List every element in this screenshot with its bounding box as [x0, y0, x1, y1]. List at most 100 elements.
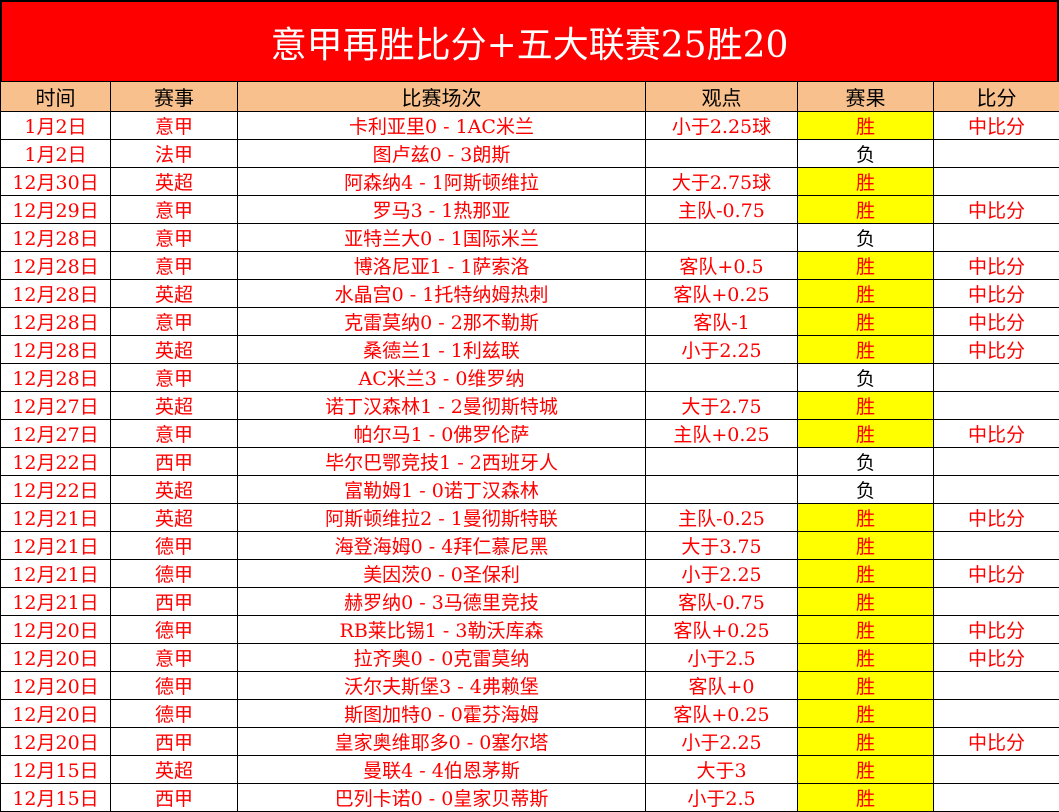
cell-match: 图卢兹0 - 3朗斯 [238, 140, 646, 168]
cell-result: 胜 [798, 644, 934, 672]
cell-prediction: 客队+0.25 [646, 616, 798, 644]
cell-prediction: 客队+0.5 [646, 252, 798, 280]
cell-match: 皇家奥维耶多0 - 0塞尔塔 [238, 728, 646, 756]
cell-result: 胜 [798, 560, 934, 588]
cell-time: 12月15日 [1, 784, 111, 812]
cell-score [934, 700, 1059, 728]
cell-league: 英超 [111, 756, 238, 784]
cell-prediction: 主队-0.25 [646, 504, 798, 532]
header-row: 时间赛事比赛场次观点赛果比分 [1, 82, 1059, 112]
cell-score: 中比分 [934, 252, 1059, 280]
cell-prediction: 大于3 [646, 756, 798, 784]
cell-time: 12月22日 [1, 476, 111, 504]
cell-league: 英超 [111, 392, 238, 420]
cell-score [934, 168, 1059, 196]
cell-score: 中比分 [934, 504, 1059, 532]
cell-result: 胜 [798, 392, 934, 420]
cell-league: 英超 [111, 336, 238, 364]
cell-match: 沃尔夫斯堡3 - 4弗赖堡 [238, 672, 646, 700]
cell-league: 意甲 [111, 308, 238, 336]
cell-prediction: 大于2.75球 [646, 168, 798, 196]
cell-time: 12月28日 [1, 280, 111, 308]
cell-score: 中比分 [934, 420, 1059, 448]
cell-score: 中比分 [934, 616, 1059, 644]
results-table: 时间赛事比赛场次观点赛果比分 1月2日意甲卡利亚里0 - 1AC米兰小于2.25… [0, 81, 1059, 812]
cell-prediction: 主队+0.25 [646, 420, 798, 448]
cell-match: 巴列卡诺0 - 0皇家贝蒂斯 [238, 784, 646, 812]
cell-score [934, 224, 1059, 252]
cell-match: AC米兰3 - 0维罗纳 [238, 364, 646, 392]
cell-league: 英超 [111, 504, 238, 532]
page-title: 意甲再胜比分+五大联赛25胜20 [0, 0, 1059, 81]
cell-match: 桑德兰1 - 1利兹联 [238, 336, 646, 364]
cell-time: 12月28日 [1, 308, 111, 336]
cell-time: 12月29日 [1, 196, 111, 224]
cell-time: 12月27日 [1, 392, 111, 420]
cell-time: 12月28日 [1, 336, 111, 364]
cell-score [934, 476, 1059, 504]
cell-match: RB莱比锡1 - 3勒沃库森 [238, 616, 646, 644]
cell-match: 亚特兰大0 - 1国际米兰 [238, 224, 646, 252]
cell-prediction [646, 476, 798, 504]
cell-match: 克雷莫纳0 - 2那不勒斯 [238, 308, 646, 336]
cell-league: 英超 [111, 280, 238, 308]
cell-prediction: 大于2.75 [646, 392, 798, 420]
cell-prediction: 主队-0.75 [646, 196, 798, 224]
cell-time: 12月27日 [1, 420, 111, 448]
cell-score [934, 672, 1059, 700]
cell-match: 斯图加特0 - 0霍芬海姆 [238, 700, 646, 728]
cell-league: 德甲 [111, 560, 238, 588]
cell-time: 12月21日 [1, 532, 111, 560]
cell-match: 富勒姆1 - 0诺丁汉森林 [238, 476, 646, 504]
table-row: 12月22日英超富勒姆1 - 0诺丁汉森林负 [1, 476, 1059, 504]
cell-score: 中比分 [934, 644, 1059, 672]
cell-prediction: 客队+0.25 [646, 280, 798, 308]
cell-result: 负 [798, 476, 934, 504]
table-row: 12月30日英超阿森纳4 - 1阿斯顿维拉大于2.75球胜 [1, 168, 1059, 196]
cell-time: 12月15日 [1, 756, 111, 784]
header-prediction: 观点 [646, 82, 798, 112]
cell-result: 胜 [798, 112, 934, 140]
cell-prediction: 大于3.75 [646, 532, 798, 560]
cell-result: 胜 [798, 700, 934, 728]
header-score: 比分 [934, 82, 1059, 112]
cell-league: 西甲 [111, 728, 238, 756]
cell-time: 1月2日 [1, 112, 111, 140]
cell-prediction [646, 140, 798, 168]
cell-match: 毕尔巴鄂竞技1 - 2西班牙人 [238, 448, 646, 476]
cell-league: 德甲 [111, 532, 238, 560]
cell-score: 中比分 [934, 308, 1059, 336]
cell-score: 中比分 [934, 196, 1059, 224]
cell-time: 12月20日 [1, 644, 111, 672]
cell-result: 胜 [798, 728, 934, 756]
header-result: 赛果 [798, 82, 934, 112]
cell-league: 意甲 [111, 112, 238, 140]
header-league: 赛事 [111, 82, 238, 112]
cell-match: 美因茨0 - 0圣保利 [238, 560, 646, 588]
cell-score [934, 364, 1059, 392]
cell-prediction [646, 224, 798, 252]
header-time: 时间 [1, 82, 111, 112]
cell-result: 负 [798, 364, 934, 392]
cell-prediction: 小于2.25 [646, 728, 798, 756]
table-row: 1月2日法甲图卢兹0 - 3朗斯负 [1, 140, 1059, 168]
cell-prediction: 客队-0.75 [646, 588, 798, 616]
cell-time: 12月21日 [1, 560, 111, 588]
cell-match: 帕尔马1 - 0佛罗伦萨 [238, 420, 646, 448]
cell-prediction: 小于2.5 [646, 644, 798, 672]
cell-match: 曼联4 - 4伯恩茅斯 [238, 756, 646, 784]
cell-league: 意甲 [111, 364, 238, 392]
cell-time: 12月21日 [1, 504, 111, 532]
cell-match: 罗马3 - 1热那亚 [238, 196, 646, 224]
